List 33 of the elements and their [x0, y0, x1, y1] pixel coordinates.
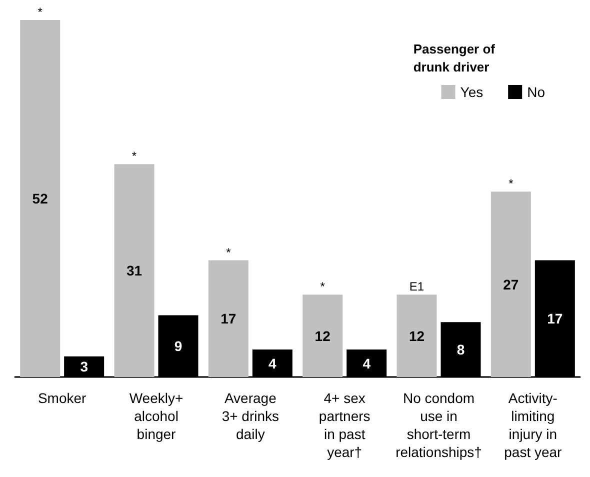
annotation: * [132, 149, 137, 164]
x-tick-label: Average 3+ drinks daily [222, 390, 280, 442]
data-label: 31 [126, 262, 142, 279]
data-label: 17 [220, 310, 236, 327]
data-label: 12 [314, 328, 331, 344]
data-label: 52 [32, 190, 48, 206]
data-label: 8 [456, 342, 465, 358]
x-tick-label: 4+ sex partners in past year† [318, 390, 370, 460]
x-tick-label: Smoker [38, 390, 87, 406]
bar [396, 294, 437, 377]
annotation: * [508, 176, 514, 191]
data-label: 17 [547, 310, 563, 327]
annotation: * [38, 5, 43, 19]
annotation: E1 [409, 280, 424, 294]
annotation: * [320, 280, 326, 294]
bar [20, 20, 60, 377]
bar [490, 192, 531, 377]
data-label: 9 [174, 338, 182, 354]
legend-label: Yes [460, 84, 484, 100]
bar [302, 294, 343, 377]
data-label: 3 [80, 358, 88, 375]
x-tick-label: Activity- limiting injury in past year [504, 390, 562, 460]
bar [114, 164, 154, 377]
data-label: 4 [268, 355, 277, 372]
x-tick-label: Weekly+ alcohol binger [129, 390, 184, 442]
data-label: 27 [503, 276, 519, 292]
legend-title: Passenger of drunk driver [413, 42, 496, 74]
legend-label: No [527, 84, 546, 100]
data-label: 12 [408, 328, 425, 344]
annotation: * [226, 245, 232, 260]
data-label: 4 [362, 355, 371, 372]
x-tick-label: No condom use in short-term relationships† [396, 390, 482, 460]
bar [208, 260, 248, 377]
